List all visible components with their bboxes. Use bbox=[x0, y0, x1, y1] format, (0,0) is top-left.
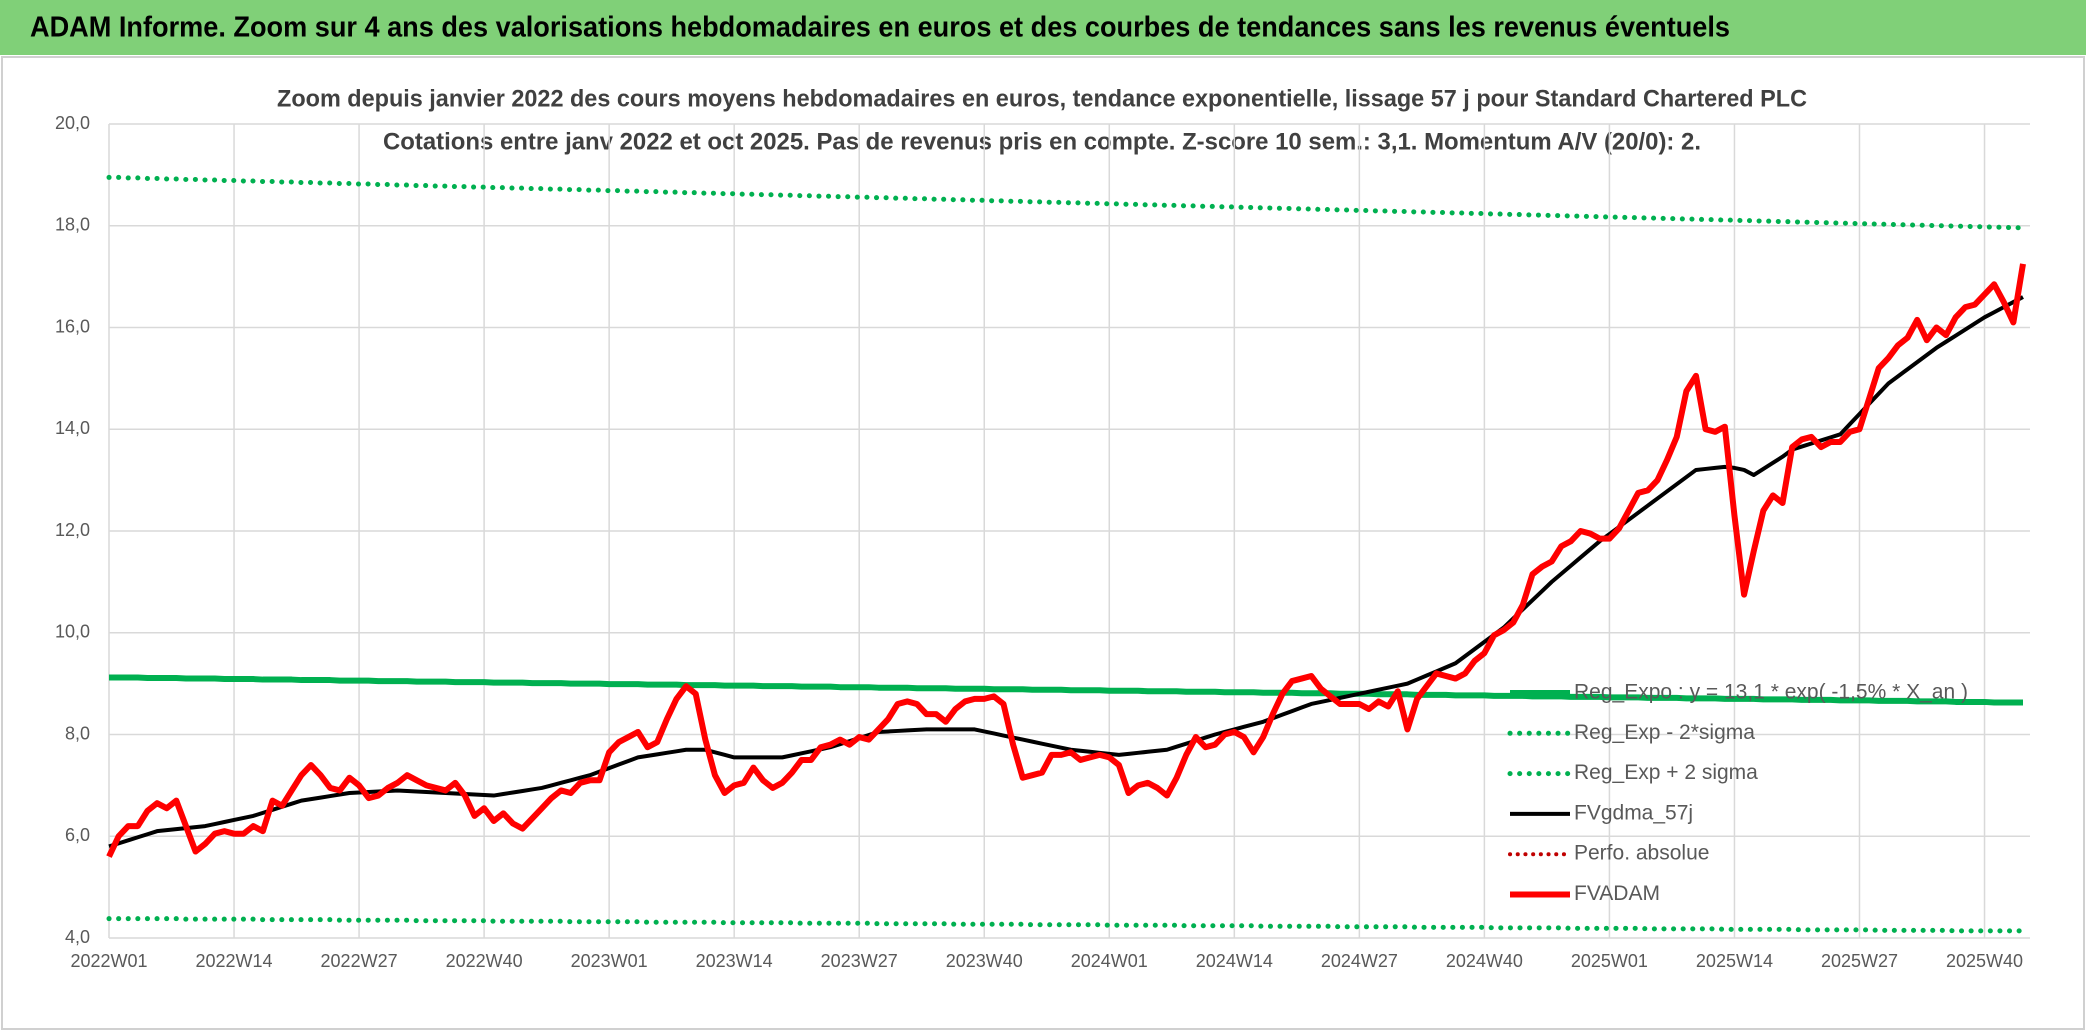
x-tick-label: 2022W14 bbox=[196, 951, 273, 971]
series-line bbox=[106, 174, 2026, 231]
y-tick-label: 14,0 bbox=[55, 418, 90, 438]
chart-frame bbox=[1, 56, 2085, 1030]
y-tick-label: 8,0 bbox=[65, 723, 90, 743]
y-tick-label: 12,0 bbox=[55, 520, 90, 540]
y-tick-label: 4,0 bbox=[65, 927, 90, 947]
x-tick-label: 2024W01 bbox=[1071, 951, 1148, 971]
series-line bbox=[108, 295, 2024, 849]
legend-label: Reg_Expo : y = 13,1 * exp( -1,5% * X_an … bbox=[1574, 681, 1968, 704]
x-tick-label: 2025W14 bbox=[1696, 951, 1773, 971]
series-line bbox=[106, 916, 2026, 934]
legend-label: FVADAM bbox=[1574, 882, 1660, 905]
chart-subtitle: Cotations entre janv 2022 et oct 2025. P… bbox=[383, 128, 1701, 155]
x-tick-label: 2022W01 bbox=[70, 951, 147, 971]
series-line bbox=[109, 674, 2023, 706]
x-tick-label: 2024W40 bbox=[1446, 951, 1523, 971]
y-tick-label: 10,0 bbox=[55, 622, 90, 642]
x-tick-label: 2022W40 bbox=[446, 951, 523, 971]
legend-label: Reg_Exp + 2 sigma bbox=[1574, 761, 1758, 784]
y-tick-label: 16,0 bbox=[55, 316, 90, 336]
x-tick-label: 2023W40 bbox=[946, 951, 1023, 971]
x-tick-label: 2022W27 bbox=[321, 951, 398, 971]
x-tick-label: 2025W27 bbox=[1821, 951, 1898, 971]
x-tick-label: 2023W14 bbox=[696, 951, 773, 971]
chart-title: Zoom depuis janvier 2022 des cours moyen… bbox=[277, 85, 1807, 112]
y-tick-label: 18,0 bbox=[55, 215, 90, 235]
legend-label: Reg_Exp - 2*sigma bbox=[1574, 721, 1755, 744]
x-tick-label: 2023W27 bbox=[821, 951, 898, 971]
y-tick-label: 6,0 bbox=[65, 825, 90, 845]
series-line bbox=[106, 263, 2026, 858]
x-tick-label: 2024W14 bbox=[1196, 951, 1273, 971]
y-tick-label: 20,0 bbox=[55, 113, 90, 133]
x-tick-label: 2025W40 bbox=[1946, 951, 2023, 971]
legend-label: FVgdma_57j bbox=[1574, 801, 1693, 824]
x-tick-label: 2023W01 bbox=[571, 951, 648, 971]
header-bar bbox=[0, 0, 2086, 55]
grid: 4,0 6,0 8,0 10,0 12,0 14,0 16,0 18,0 20,0 2022W01… bbox=[55, 113, 2030, 971]
x-tick-label: 2025W01 bbox=[1571, 951, 1648, 971]
plot bbox=[106, 174, 2026, 934]
legend: Reg_Expo : y = 13,1 * exp( -1,5% * X_an … bbox=[1507, 681, 1968, 905]
x-tick-label: 2024W27 bbox=[1321, 951, 1398, 971]
legend-label: Perfo. absolue bbox=[1574, 842, 1709, 865]
header-title: ADAM Informe. Zoom sur 4 ans des valoris… bbox=[30, 12, 1730, 44]
